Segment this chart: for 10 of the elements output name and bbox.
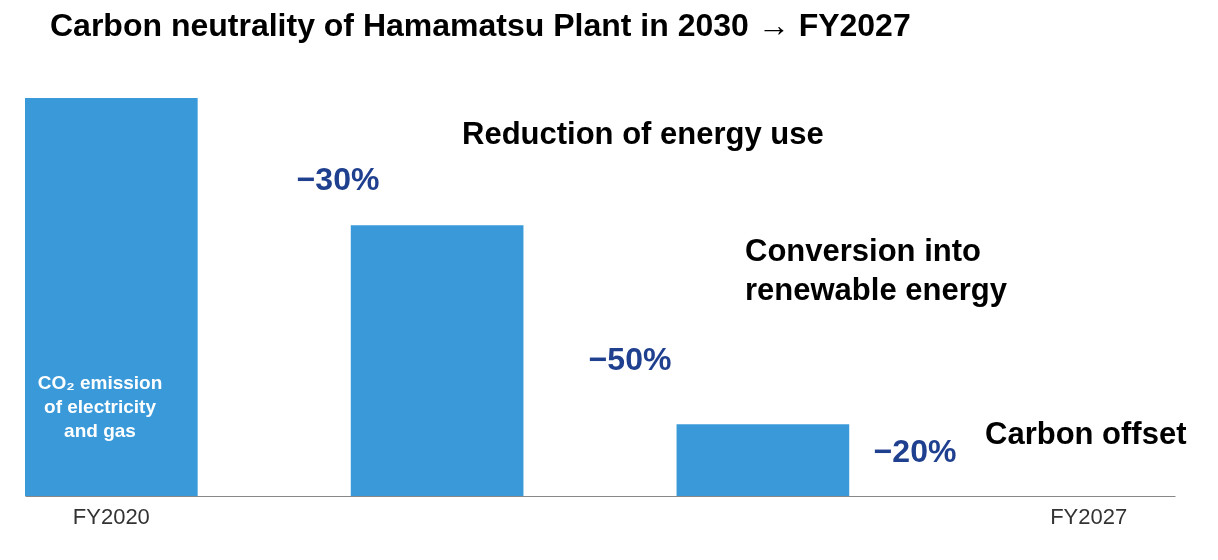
annotation: Reduction of energy use xyxy=(462,116,824,151)
annotation: −20% xyxy=(873,433,957,469)
x-tick-label: FY2020 xyxy=(72,503,150,529)
annotation: Conversion into renewable energy xyxy=(745,233,1008,307)
annotation: −30% xyxy=(296,161,380,197)
annotation: −50% xyxy=(588,341,672,377)
chart-title: Carbon neutrality of Hamamatsu Plant in 2030 → FY2027 xyxy=(50,7,911,43)
annotation: CO₂ emission of electricity and gas xyxy=(37,372,163,441)
x-tick-label: FY2027 xyxy=(1050,503,1128,529)
annotation: Carbon offset xyxy=(985,416,1187,451)
